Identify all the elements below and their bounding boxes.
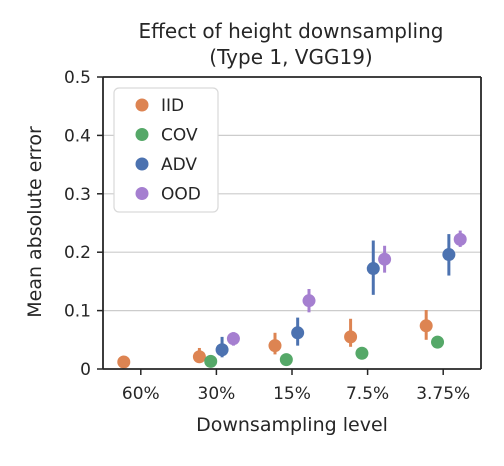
point-ood	[454, 233, 467, 246]
point-adv	[367, 262, 380, 275]
x-tick-label: 3.75%	[416, 384, 470, 404]
point-adv	[216, 343, 229, 356]
point-iid	[268, 339, 281, 352]
legend-marker-cov	[136, 128, 149, 141]
point-cov	[204, 355, 217, 368]
x-tick-label: 7.5%	[346, 384, 389, 404]
point-ood	[303, 294, 316, 307]
x-axis-label: Downsampling level	[196, 414, 388, 436]
point-iid	[344, 330, 357, 343]
point-cov	[280, 353, 293, 366]
point-iid	[193, 350, 206, 363]
x-tick-label: 30%	[198, 384, 236, 404]
y-tick-label: 0	[80, 360, 91, 380]
x-tick-label: 60%	[122, 384, 160, 404]
data-marks	[117, 231, 466, 369]
point-cov	[431, 336, 444, 349]
point-ood	[227, 332, 240, 345]
legend-marker-adv	[136, 158, 149, 171]
chart-title-line-2: (Type 1, VGG19)	[209, 45, 372, 69]
legend-label-iid: IID	[161, 96, 184, 116]
legend-marker-iid	[136, 99, 149, 112]
point-iid	[117, 355, 130, 368]
point-cov	[355, 347, 368, 360]
legend: IID COV ADV OOD	[114, 88, 218, 212]
legend-label-ood: OOD	[161, 185, 201, 205]
y-axis-label: Mean absolute error	[24, 126, 46, 318]
point-ood	[378, 253, 391, 266]
legend-label-cov: COV	[161, 126, 198, 146]
y-tick-label: 0.3	[64, 185, 91, 205]
chart-title-line-1: Effect of height downsampling	[139, 19, 444, 43]
point-adv	[442, 248, 455, 261]
point-adv	[291, 326, 304, 339]
y-tick-label: 0.1	[64, 302, 91, 322]
y-tick-label: 0.2	[64, 243, 91, 263]
y-tick-label: 0.5	[64, 68, 91, 88]
point-iid	[420, 319, 433, 332]
y-tick-label: 0.4	[64, 126, 91, 146]
legend-marker-ood	[136, 187, 149, 200]
x-tick-label: 15%	[273, 384, 311, 404]
legend-label-adv: ADV	[161, 155, 197, 175]
